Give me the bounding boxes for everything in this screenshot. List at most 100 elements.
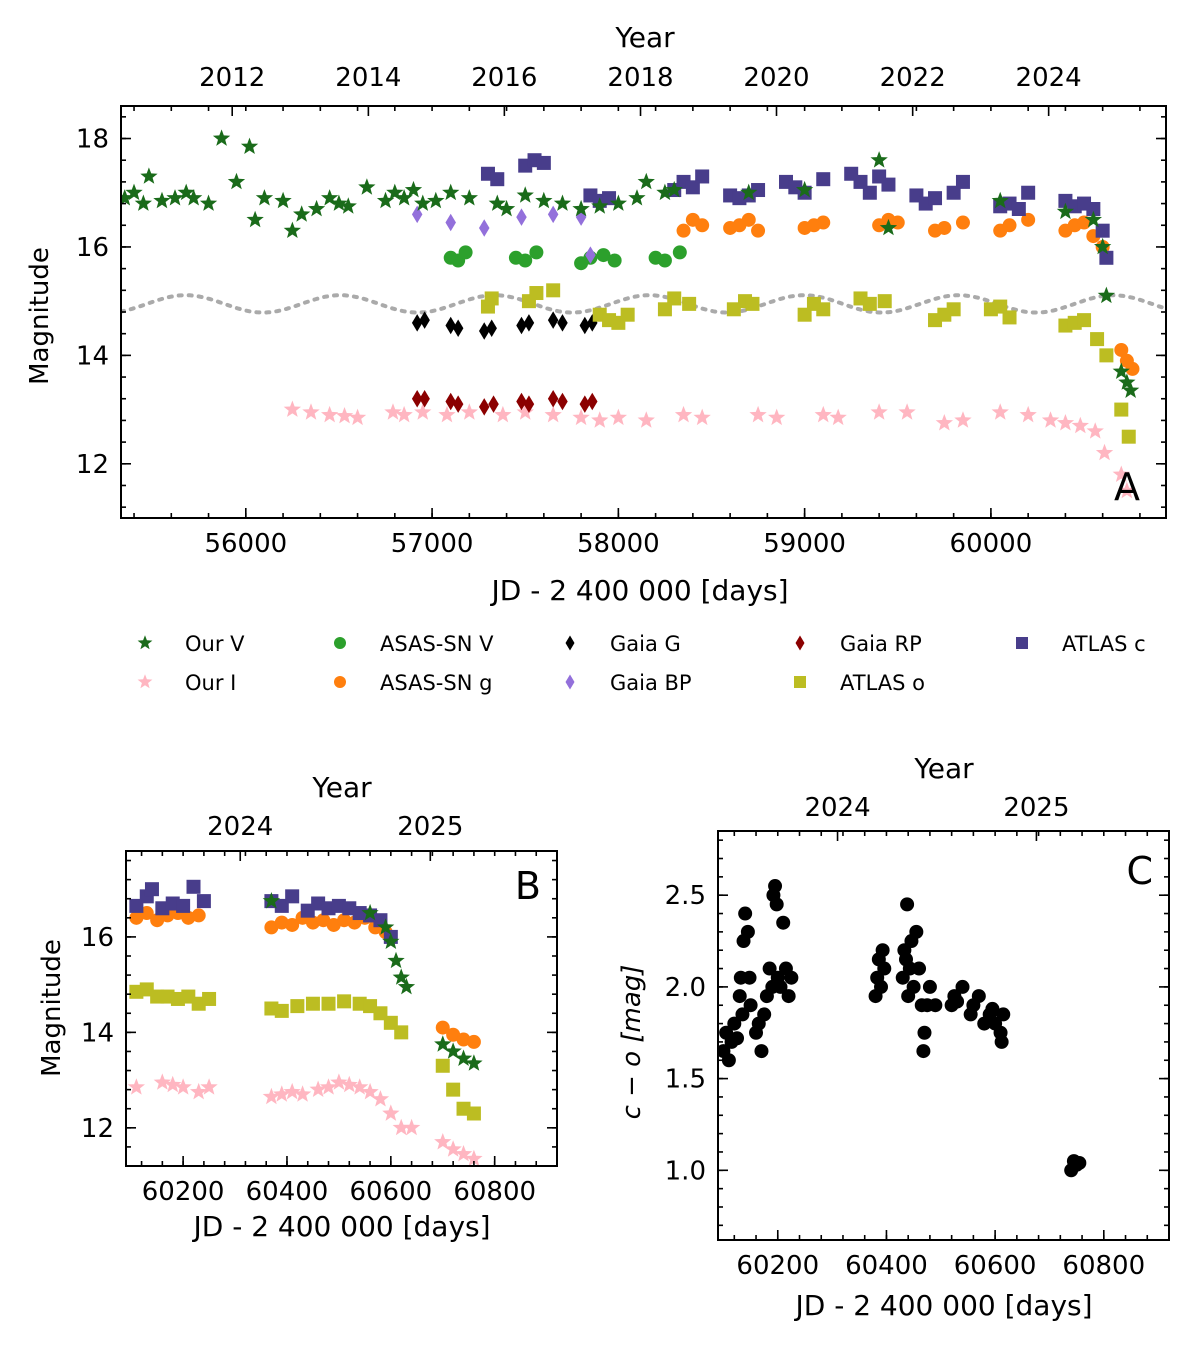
panel-a-asassn_v-point [657,253,672,268]
panel-b-asassn_g-point [191,908,206,923]
panel-a-atlas_c-point [862,185,877,200]
panel-b-plot-area: 60200 60400 60600 60800 12 14 16 2024 2025 [81,812,558,1207]
panel-a-our_v-point [870,151,888,168]
panel-a-atlas_c-point [490,172,505,187]
panel-b-asassn_g-point [285,917,300,932]
panel-a-year-tick-label: 2020 [743,63,809,93]
panel-a-our_v-point [991,191,1009,209]
legend-label-gaia_rp: Gaia RP [840,632,922,656]
panel-a-our_i-point [749,405,767,423]
panel-a-our_v-point [1094,237,1112,255]
panel-b-our_i-point [283,1082,301,1100]
panel-a-atlas_o-point [877,294,892,309]
panel-b: Year JD - 2 400 000 [days] Magnitude 602… [37,771,558,1243]
panel-a-our_v-point [572,199,590,217]
panel-c-gaia_g-point [762,961,777,976]
panel-c-gaia_g-point [985,1001,1000,1016]
panel-a-our_v-point [153,191,171,209]
panel-a-gaia_g-point [419,311,430,329]
panel-b-atlas_o-point [202,991,217,1006]
panel-b-asassn_g-point [435,1020,450,1035]
legend-marker-atlas_c [1016,637,1028,649]
panel-b-our_i-point [293,1085,312,1102]
panel-b-atlas_o-point [321,996,336,1011]
panel-b-our_i-point [371,1090,390,1107]
panel-a-our_v-point [553,194,572,211]
panel-a-gaia_g-point [452,319,464,338]
panel-a-atlas_o-point [745,296,760,311]
panel-a-our_i-point [460,403,478,420]
panel-c-gaia_g-point [950,994,965,1009]
panel-a-top-axis-label: Year [614,21,675,54]
panel-b-our_i-point [309,1080,327,1097]
panel-a-our_v-point [227,172,246,190]
panel-c-data-layer [718,879,1087,1178]
panel-a-atlas_o-point [1077,313,1092,328]
panel-a-our_i-point [1118,481,1136,499]
panel-c-year-tick-label: 2025 [1003,793,1069,823]
panel-a-x-tick-label: 60000 [950,529,1033,559]
panel-a-our_v-point [134,194,152,211]
panel-b-x-axis-label: JD - 2 400 000 [days] [191,1210,490,1243]
panel-b-our_v-point [444,1042,462,1059]
panel-c-gaia_g-point [906,979,921,994]
panel-a-x-tick-label: 57000 [391,529,474,559]
panel-a-asassn_g-point [1125,361,1140,376]
panel-a-series-asassn_g [676,212,1140,376]
panel-a-gaia_rp-point [419,389,430,408]
legend-label-atlas_o: ATLAS o [840,671,925,695]
panel-b-frame [125,850,558,1167]
panel-b-asassn_g-point [446,1027,461,1042]
panel-a-atlas_o-point [682,296,697,311]
panel-a-our_i-point [395,405,413,423]
panel-a-our_v-point [255,189,274,206]
panel-a-gaia_bp-point [411,205,423,224]
panel-c-gaia_g-point [922,979,937,994]
panel-a-gaia_rp-point [547,389,559,408]
legend-entry-asassn_v: ASAS-SN V [334,632,494,656]
panel-b-asassn_g-point [326,917,341,932]
panel-b-our_i-point [382,1104,400,1121]
panel-b-atlas_o-point [446,1082,461,1097]
panel-a-our_i-point [321,405,339,423]
panel-b-our_i-point [153,1073,171,1090]
panel-b-our_i-point [361,1082,379,1100]
panel-c-gaia_g-point [874,979,889,994]
panel-b-our_v-point [392,968,410,985]
panel-a-atlas_c-point [928,191,943,206]
panel-a-x-tick-label: 58000 [577,529,660,559]
panel-a-atlas_o-point [667,291,682,306]
legend-label-our_v: Our V [185,632,245,656]
panel-a-our_i-point [870,403,888,420]
panel-a-asassn_g-point [1114,342,1129,357]
panel-a-label: A [1114,465,1140,509]
legend-label-gaia_bp: Gaia BP [610,671,692,695]
panel-a-asassn_v-point [672,245,687,260]
panel-a-frame [120,105,1167,519]
panel-c-gaia_g-point [912,961,927,976]
panel-c-label: C [1126,849,1153,893]
panel-a-our_v-point [330,194,348,211]
panel-c-gaia_g-point [909,924,924,939]
panel-b-atlas_c-point [196,894,211,909]
panel-a-gaia_rp-point [488,395,499,413]
panel-a: Year JD - 2 400 000 [days] Magnitude 560… [25,21,1167,607]
panel-a-gaia_rp-point [452,395,464,413]
panel-b-y-tick-label: 12 [81,1114,114,1144]
panel-a-our_v-point [656,183,674,201]
panel-b-y-tick-label: 14 [81,1018,114,1048]
panel-c: Year JD - 2 400 000 [days] c − o [mag] 6… [617,752,1170,1322]
panel-a-our_i-point [414,403,432,420]
panel-a-gaia_rp-point [478,398,490,416]
panel-b-label: B [515,864,541,908]
panel-a-atlas_o-point [797,307,812,322]
panel-a-our_i-point [991,403,1009,420]
panel-a-atlas_c-point [816,172,831,187]
panel-a-our_v-point [1118,373,1136,390]
panel-c-gaia_g-point [773,979,788,994]
panel-a-our_v-point [796,180,814,198]
panel-a-our_i-point [384,403,402,420]
panel-a-our_v-point [199,194,218,211]
panel-a-x-tick-label: 59000 [763,529,846,559]
panel-b-atlas_c-point [186,879,201,894]
